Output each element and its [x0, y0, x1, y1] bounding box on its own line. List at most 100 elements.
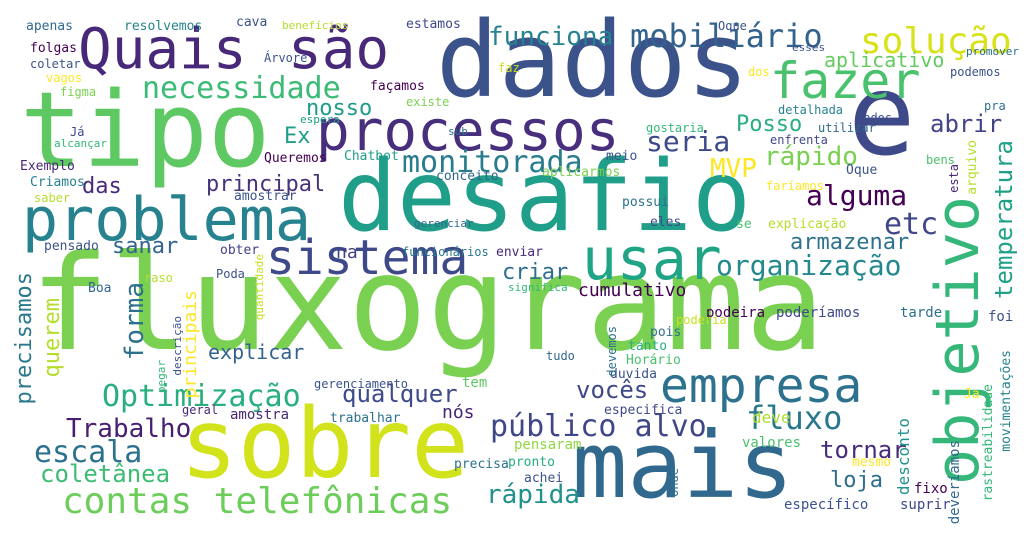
- word-tem: tem: [462, 375, 488, 391]
- word-explicacao: explicação: [768, 217, 847, 232]
- word-tudo: tudo: [546, 349, 575, 363]
- word-rapido: rápido: [764, 142, 858, 172]
- word-existe: existe: [406, 95, 450, 109]
- word-obter: obter: [220, 243, 260, 258]
- word-precisa: precisa: [454, 457, 509, 472]
- word-dos: dos: [748, 65, 770, 79]
- word-achei: achei: [524, 471, 564, 486]
- word-eles: eles: [650, 215, 682, 230]
- word-desafio: desafio: [338, 140, 752, 254]
- word-quantidade: quantidade: [253, 254, 266, 321]
- word-desconto: desconto: [894, 418, 913, 496]
- word-fluxograma: fluxograma: [30, 227, 825, 381]
- word-arvore: Árvore: [264, 51, 308, 65]
- word-pois: pois: [650, 325, 682, 340]
- word-necessidade: necessidade: [142, 71, 341, 106]
- word-funciona: funciona: [488, 22, 614, 52]
- word-rastreabilidade: rastreabilidade: [981, 384, 996, 502]
- word-raso: raso: [144, 271, 173, 285]
- word-duvida: duvida: [610, 367, 657, 382]
- word-funcionarios: funcionários: [402, 245, 489, 259]
- word-organizacao: organização: [716, 249, 902, 282]
- word-monitorada: monitorada: [402, 145, 583, 180]
- word-fazer: fazer: [770, 52, 921, 110]
- word-oque: Oque: [846, 163, 878, 178]
- word-pra: pra: [984, 99, 1006, 113]
- word-conceito: conceito: [436, 169, 499, 184]
- word-promover: promover: [966, 45, 1019, 58]
- word-resolvemos: resolvemos: [124, 19, 203, 34]
- word-foi: foi: [988, 309, 1014, 325]
- word-bens: bens: [926, 153, 955, 167]
- word-processos: processos: [316, 99, 620, 164]
- word-mais: mais: [572, 412, 794, 519]
- word-pensaram: pensaram: [514, 437, 582, 453]
- word-enfrenta: enfrenta: [770, 133, 828, 147]
- word-fluxo: fluxo: [746, 399, 843, 437]
- word-estamos: estamos: [406, 17, 461, 32]
- word-cumulativo: cumulativo: [578, 280, 687, 301]
- word-contas-telefonicas: contas telefônicas: [62, 481, 453, 522]
- word-aplicarmos: aplicarmos: [542, 165, 621, 180]
- word-podemos: podemos: [950, 65, 1001, 79]
- word-movimentacoes: movimentações: [999, 350, 1014, 452]
- word-sanar: sanar: [112, 234, 179, 259]
- word-possui: possui: [622, 195, 669, 210]
- word-detalhada: detalhada: [778, 103, 844, 117]
- word-esses: esses: [792, 41, 826, 54]
- word-mvp: MVP: [710, 154, 757, 184]
- word-e: e: [848, 51, 916, 181]
- word-chatbot: Chatbot: [344, 149, 399, 164]
- word-gerenciar: gerenciar: [414, 217, 474, 230]
- word-trabalhar: trabalhar: [330, 411, 401, 426]
- word-gostaria: gostaria: [646, 121, 704, 135]
- word-problema: problema: [22, 185, 311, 255]
- word-significa: significa: [508, 281, 568, 294]
- word-ex: Ex: [284, 124, 311, 149]
- word-descricao: descrição: [171, 316, 184, 376]
- word-beneficios: benefícios: [282, 19, 349, 32]
- word-espera: espera: [300, 113, 340, 126]
- word-amostrar: amostrar: [234, 189, 297, 204]
- word-horario: Horário: [626, 353, 681, 368]
- word-vagos: vagos: [46, 71, 83, 85]
- word-sub: sub: [448, 125, 468, 138]
- word-arquivo: arquivo: [965, 140, 980, 195]
- word-na: na: [336, 242, 358, 263]
- word-quais: Quais: [78, 17, 247, 82]
- word-criamos: Criamos: [30, 175, 85, 190]
- word-tanto: tanto: [628, 339, 668, 354]
- word-forma: forma: [120, 282, 150, 361]
- word-sao: são: [288, 17, 390, 82]
- word-saber: saber: [34, 191, 71, 205]
- word-posso: Posso: [736, 112, 803, 137]
- word-todos: todos: [856, 111, 893, 125]
- word-tarde: tarde: [900, 305, 943, 321]
- word-pronto: pronto: [508, 455, 555, 470]
- word-podeira: podeira: [706, 305, 766, 321]
- word-abrir: abrir: [930, 110, 1003, 138]
- word-coletanea: coletânea: [40, 460, 171, 488]
- word-cava: cava: [236, 15, 268, 30]
- word-aplicativo: aplicativo: [824, 48, 945, 72]
- word-escala: escala: [34, 435, 143, 470]
- word-onde: onde: [667, 468, 681, 497]
- word-sobre: sobre: [180, 388, 469, 500]
- word-mobiliario: mobiliário: [630, 17, 823, 55]
- word-deveriamos: deveríamos: [947, 440, 963, 525]
- word-se: se: [736, 217, 752, 232]
- word-querem: querem: [40, 298, 65, 378]
- word-suprir: suprir: [900, 497, 951, 513]
- word-devemos: devemos: [605, 326, 619, 377]
- word-poderia: poderia: [676, 313, 727, 327]
- word-exemplo: Exemplo: [20, 159, 75, 174]
- word-publico-alvo: público alvo: [490, 409, 707, 444]
- word-precisamos: precisamos: [12, 272, 37, 405]
- word-principais: principais: [180, 290, 201, 399]
- word-facamos: façamos: [370, 79, 425, 94]
- word-folgas: folgas: [30, 41, 77, 56]
- word-deve: deve: [752, 408, 791, 427]
- word-ja: Já: [70, 125, 85, 139]
- word-figma: figma: [60, 85, 97, 99]
